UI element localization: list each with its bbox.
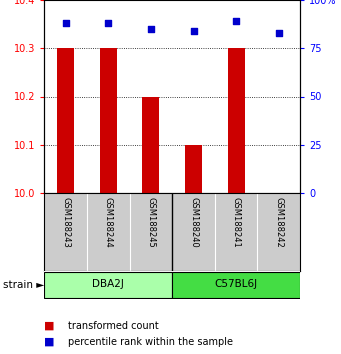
Text: DBA2J: DBA2J: [92, 279, 124, 290]
Bar: [228, 48, 245, 193]
Text: GSM188241: GSM188241: [232, 197, 241, 248]
Text: GSM188244: GSM188244: [104, 197, 113, 248]
Text: GSM188243: GSM188243: [61, 197, 70, 248]
Bar: [143, 97, 160, 193]
Text: strain ►: strain ►: [3, 280, 45, 290]
Text: ■: ■: [44, 337, 55, 347]
Point: [148, 26, 153, 32]
Point: [233, 18, 239, 24]
Bar: [172, 272, 300, 298]
Text: GSM188240: GSM188240: [189, 197, 198, 248]
Point: [63, 20, 68, 26]
Text: GSM188242: GSM188242: [274, 197, 283, 248]
Text: transformed count: transformed count: [68, 321, 159, 331]
Bar: [185, 145, 202, 193]
Text: percentile rank within the sample: percentile rank within the sample: [68, 337, 233, 347]
Point: [191, 28, 196, 34]
Text: C57BL6J: C57BL6J: [214, 279, 258, 290]
Text: ■: ■: [44, 321, 55, 331]
Point: [276, 30, 282, 36]
Bar: [100, 48, 117, 193]
Bar: [44, 272, 172, 298]
Bar: [57, 48, 74, 193]
Point: [106, 20, 111, 26]
Text: GSM188245: GSM188245: [146, 197, 155, 248]
